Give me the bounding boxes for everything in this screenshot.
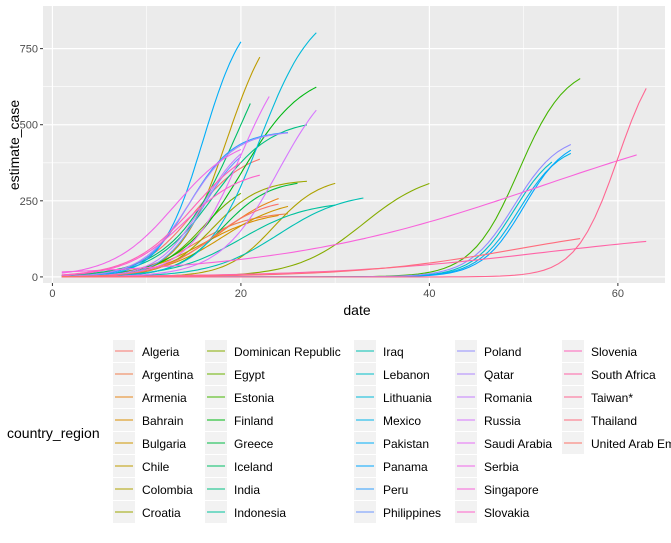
legend-label: Slovenia	[591, 345, 637, 359]
legend-label: Egypt	[234, 368, 265, 382]
x-tick-label: 0	[49, 288, 55, 300]
legend-label: Dominican Republic	[234, 345, 341, 359]
legend-label: Finland	[234, 414, 273, 428]
legend-label: Chile	[142, 460, 170, 474]
legend-label: Indonesia	[234, 506, 286, 520]
legend-label: Pakistan	[383, 437, 429, 451]
legend-label: Mexico	[383, 414, 421, 428]
legend: country_region Algeria Argentina Armenia Ba…	[7, 340, 671, 523]
series-line-south-africa	[61, 240, 647, 277]
y-axis-label: estimate_case	[6, 100, 22, 190]
legend-label: Slovakia	[484, 506, 530, 520]
series-line-qatar	[61, 132, 289, 277]
series-line-serbia	[61, 148, 242, 274]
legend-label: India	[234, 483, 260, 497]
series-line-slovakia	[61, 174, 260, 276]
grid-minor	[43, 6, 665, 283]
legend-label: Philippines	[383, 506, 441, 520]
legend-label: South Africa	[591, 368, 656, 382]
legend-label: Argentina	[142, 368, 194, 382]
y-tick-label: 250	[20, 196, 38, 208]
legend-label: Croatia	[142, 506, 181, 520]
x-tick-label: 60	[612, 288, 624, 300]
series-line-iceland	[61, 103, 251, 276]
legend-label: Lebanon	[383, 368, 430, 382]
x-tick-label: 40	[423, 288, 435, 300]
legend-label: Panama	[383, 460, 428, 474]
x-axis-label: date	[343, 302, 370, 318]
legend-label: Bahrain	[142, 414, 183, 428]
legend-keys: Algeria Argentina Armenia Bahrain Bulgaria Ch…	[113, 340, 671, 523]
legend-label: Iraq	[383, 345, 404, 359]
legend-title: country_region	[7, 425, 100, 441]
series-line-united-arab-emirates	[61, 203, 279, 278]
legend-label: Poland	[484, 345, 521, 359]
series-lines	[61, 32, 647, 278]
x-axis: 0 20 40 60	[49, 283, 624, 300]
legend-label: Colombia	[142, 483, 193, 497]
legend-label: Romania	[484, 391, 532, 405]
legend-label: Iceland	[234, 460, 273, 474]
series-line-taiwan	[61, 88, 647, 278]
legend-label: Taiwan*	[591, 391, 633, 405]
legend-label: Estonia	[234, 391, 274, 405]
legend-label: Serbia	[484, 460, 519, 474]
series-line-thailand	[61, 238, 581, 278]
x-tick-label: 20	[235, 288, 247, 300]
y-tick-label: 750	[20, 44, 38, 56]
series-line-peru	[61, 132, 289, 277]
legend-label: Saudi Arabia	[484, 437, 552, 451]
legend-label: Armenia	[142, 391, 187, 405]
legend-label: Lithuania	[383, 391, 432, 405]
series-line-singapore	[61, 154, 637, 273]
y-tick-label: 0	[32, 272, 38, 284]
legend-label: Bulgaria	[142, 437, 186, 451]
legend-label: Qatar	[484, 368, 514, 382]
legend-label: Singapore	[484, 483, 539, 497]
legend-label: Greece	[234, 437, 274, 451]
legend-label: Russia	[484, 414, 521, 428]
series-line-slovenia	[61, 161, 242, 276]
legend-label: Thailand	[591, 414, 637, 428]
panel-background	[43, 6, 665, 283]
legend-label: United Arab Emirates	[591, 437, 671, 451]
legend-label: Algeria	[142, 345, 180, 359]
legend-label: Peru	[383, 483, 408, 497]
y-tick-label: 500	[20, 120, 38, 132]
y-axis: 0 250 500 750	[20, 44, 43, 284]
